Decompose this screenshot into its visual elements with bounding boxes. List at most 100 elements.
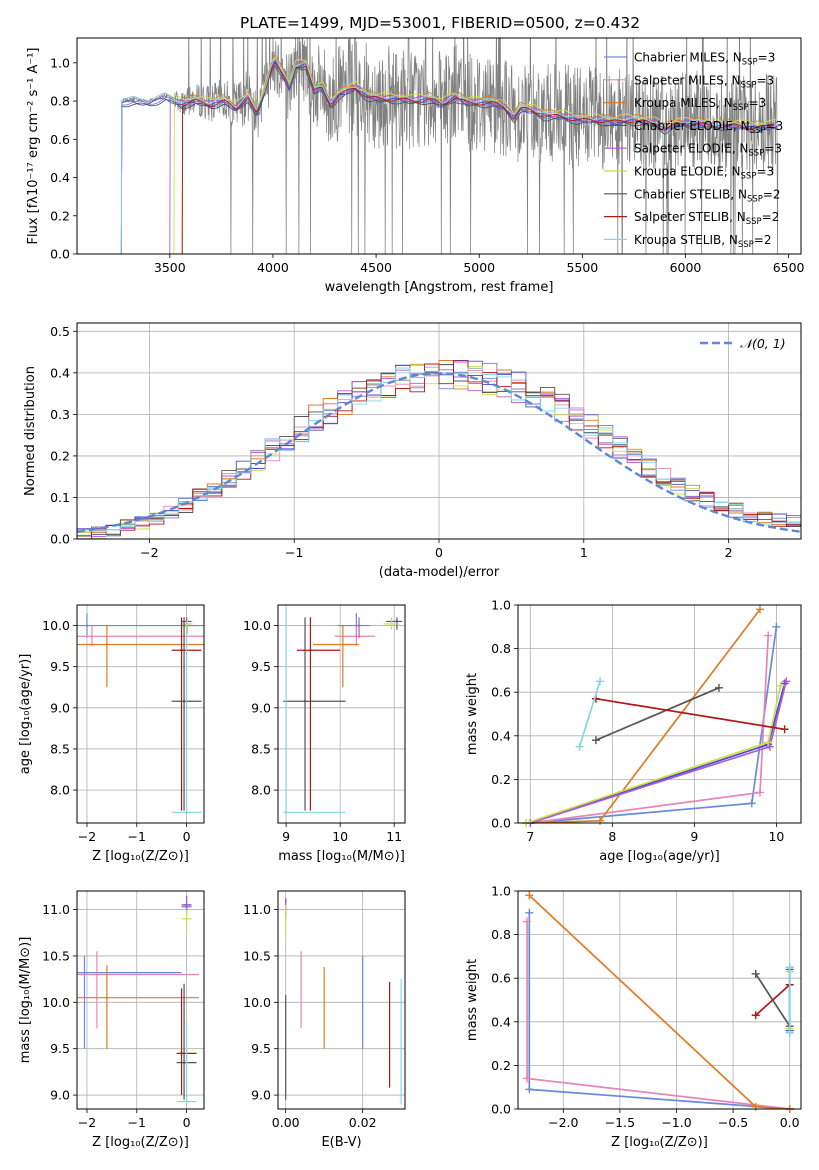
axes-frame xyxy=(277,604,406,824)
errorbar-plot-area xyxy=(283,609,403,814)
x-tick-label: 10 xyxy=(768,829,784,844)
x-tick-label: 0 xyxy=(183,1115,191,1130)
point-chabrier-stelib xyxy=(182,1061,186,1064)
point-kroupa-elodie xyxy=(390,622,393,626)
x-tick-label: 2 xyxy=(725,545,733,560)
legend-label-kroupa-miles: Kroupa MILES, NSSP=3 xyxy=(634,96,766,113)
y-tick-label: 9.5 xyxy=(251,1041,271,1056)
y-tick-label: 0.8 xyxy=(491,641,511,656)
mass-weight-salpeter-stelib-marker xyxy=(780,725,789,734)
y-tick-label: 0.2 xyxy=(491,772,511,787)
y-tick-label: 11.0 xyxy=(243,902,271,917)
mass-weight-salpeter-miles-line xyxy=(530,635,770,824)
y-tick-label: 0.6 xyxy=(491,971,511,986)
x-tick-label: 4500 xyxy=(360,260,392,275)
point-salpeter-miles xyxy=(355,635,358,638)
point-chabrier-miles xyxy=(85,624,89,627)
mass-weight-chabrier-miles-line xyxy=(528,912,790,1110)
point-kroupa-miles xyxy=(105,996,109,999)
x-tick-label: 8 xyxy=(608,829,616,844)
y-tick-label: 8.5 xyxy=(251,741,271,756)
mass-weight-salpeter-elodie-marker xyxy=(765,742,774,751)
y-tick-label: 0.0 xyxy=(50,532,70,547)
mass-weight-salpeter-miles-marker xyxy=(755,788,764,797)
observed-spectrum-line xyxy=(120,38,779,254)
mass-weight-chabrier-stelib-marker xyxy=(751,969,760,978)
y-axis-label: mass [log₁₀(M/M⊙)] xyxy=(18,937,33,1064)
point-salpeter-miles xyxy=(95,973,99,976)
x-axis-label: Z [log₁₀(Z/Z⊙)] xyxy=(611,1135,708,1150)
x-tick-label: 11 xyxy=(386,829,402,844)
y-axis-label: mass weight xyxy=(465,673,480,755)
histogram-plot-area xyxy=(77,360,801,539)
mass-weight-kroupa-miles-line xyxy=(526,608,761,824)
y-tick-label: 1.0 xyxy=(50,55,70,70)
mass-weight-plot-area xyxy=(522,605,791,827)
axes-frame xyxy=(517,890,802,1110)
x-tick-label: 4000 xyxy=(257,260,289,275)
y-tick-label: 10.5 xyxy=(42,948,70,963)
axes-frame xyxy=(76,890,205,1110)
mass-weight-kroupa-stelib-marker xyxy=(785,1028,794,1037)
legend-label-kroupa-elodie: Kroupa ELODIE, NSSP=3 xyxy=(634,165,774,182)
point-kroupa-stelib xyxy=(284,811,288,814)
y-axis-label: mass weight xyxy=(465,959,480,1041)
mass-weight-salpeter-elodie-marker xyxy=(782,677,791,686)
y-tick-label: 0.4 xyxy=(50,170,70,185)
y-tick-label: 10.0 xyxy=(42,618,70,633)
point-kroupa-stelib xyxy=(185,1100,188,1103)
model-kroupa-stelib-line xyxy=(120,58,779,254)
x-tick-label: 0.02 xyxy=(349,1115,377,1130)
mass-weight-chabrier-stelib-marker xyxy=(591,736,600,745)
y-axis-label: Flux [fλ10⁻¹⁷ erg cm⁻² s⁻¹ A⁻¹] xyxy=(26,48,41,245)
point-chabrier-miles xyxy=(83,971,86,974)
legend-label-salpeter-stelib: Salpeter STELIB, NSSP=2 xyxy=(634,210,779,227)
y-axis-label: age [log₁₀(age/yr)] xyxy=(18,654,33,775)
mass-weight-salpeter-elodie-line xyxy=(530,681,788,824)
y-tick-label: 0.2 xyxy=(50,448,70,463)
x-tick-label: 0.0 xyxy=(780,1115,800,1130)
y-tick-label: 9.5 xyxy=(50,1041,70,1056)
x-tick-label: 9 xyxy=(690,829,698,844)
x-tick-label: 0 xyxy=(183,829,191,844)
y-tick-label: 0.0 xyxy=(491,816,511,831)
y-tick-label: 9.0 xyxy=(251,1088,271,1103)
x-tick-label: 10 xyxy=(332,829,348,844)
axes-frame xyxy=(277,890,406,1110)
model-chabrier-stelib-line xyxy=(120,65,779,254)
mass-weight-kroupa-miles-marker xyxy=(755,605,764,614)
x-tick-label: 5000 xyxy=(463,260,495,275)
mass-weight-salpeter-miles-marker xyxy=(764,631,773,640)
x-tick-label: 5500 xyxy=(566,260,598,275)
x-tick-label: −2 xyxy=(78,829,96,844)
point-kroupa-miles xyxy=(105,643,109,646)
x-tick-label: 1 xyxy=(580,545,588,560)
mass-weight-chabrier-miles-marker xyxy=(772,622,781,631)
x-tick-label: 6500 xyxy=(773,260,805,275)
legend-label-salpeter-elodie: Salpeter ELODIE, NSSP=3 xyxy=(634,142,782,159)
mass-weight-chabrier-stelib-marker xyxy=(714,683,723,692)
mass-weight-kroupa-miles-marker xyxy=(525,891,534,900)
mass-weight-kroupa-stelib-marker xyxy=(596,677,605,686)
point-kroupa-elodie xyxy=(185,917,188,921)
y-tick-label: 9.0 xyxy=(50,700,70,715)
x-tick-label: −2 xyxy=(78,1115,96,1130)
y-tick-label: 9.5 xyxy=(50,659,70,674)
point-salpeter-stelib xyxy=(309,649,312,652)
legend-label-salpeter-miles: Salpeter MILES, NSSP=3 xyxy=(634,73,774,90)
y-tick-label: 0.6 xyxy=(491,685,511,700)
y-tick-label: 10.0 xyxy=(42,995,70,1010)
point-salpeter-miles xyxy=(90,635,94,638)
mass-weight-chabrier-miles-marker xyxy=(525,908,534,917)
y-tick-label: 0.1 xyxy=(50,490,70,505)
x-tick-label: −1 xyxy=(285,545,303,560)
y-tick-label: 0.4 xyxy=(50,365,70,380)
model-chabrier-elodie-line xyxy=(120,60,779,254)
mass-weight-kroupa-elodie-marker xyxy=(776,681,785,690)
y-tick-label: 10.0 xyxy=(243,995,271,1010)
x-tick-label: −1 xyxy=(128,829,146,844)
y-axis-label: Normed distribution xyxy=(23,366,38,496)
mass-weight-kroupa-stelib-marker xyxy=(575,742,584,751)
model-kroupa-elodie-line xyxy=(173,56,778,254)
